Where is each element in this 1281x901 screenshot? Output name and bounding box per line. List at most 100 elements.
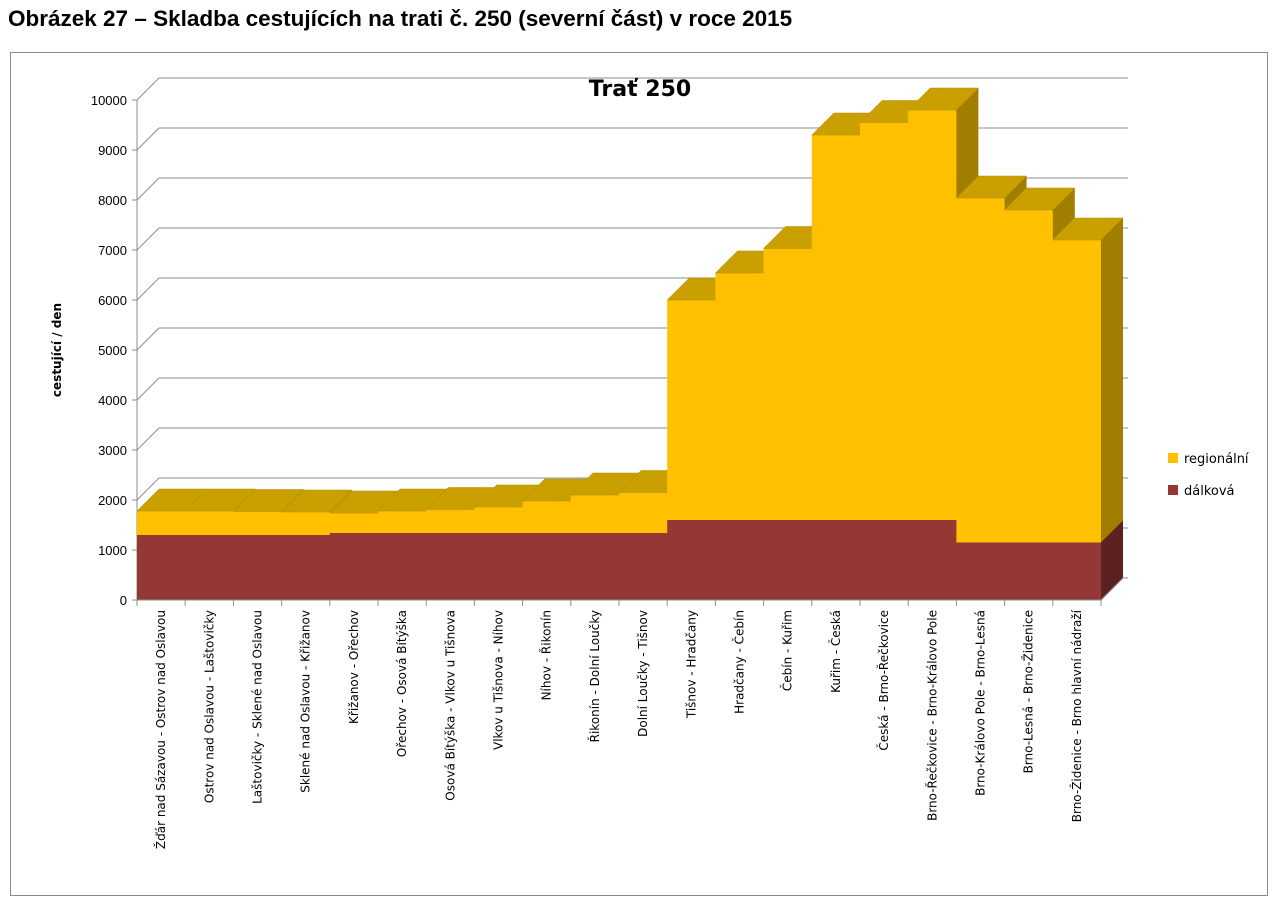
bar-dalkova — [1004, 542, 1054, 600]
bar-regionalni — [474, 507, 524, 533]
y-tick-label: 4000 — [98, 393, 127, 408]
x-tick-label: Čebín - Kuřim — [780, 610, 795, 691]
gridline-side — [136, 127, 160, 151]
y-axis-label: cestující / den — [50, 303, 64, 397]
chart-frame: 0 1000 2000 3000 4000 5000 6000 7000 8000 9000 100… — [10, 52, 1268, 896]
bar-dalkova — [185, 535, 234, 600]
gridline-side — [136, 377, 160, 401]
y-tick-label: 1000 — [98, 543, 127, 558]
y-tick-label: 9000 — [98, 143, 127, 158]
bar-dalkova — [570, 533, 620, 600]
bar-side-face — [1004, 176, 1027, 210]
gridline-side — [136, 177, 160, 201]
x-tick-label: Kuřim - Česká — [828, 610, 843, 693]
bar-regionalni — [763, 248, 813, 520]
bar-regionalni — [570, 495, 620, 533]
legend-swatch — [1168, 485, 1178, 495]
bar-regionalni — [137, 511, 186, 535]
gridline-side — [136, 327, 160, 351]
bar-side-face — [1101, 520, 1123, 600]
bar-dalkova — [667, 520, 716, 600]
bar-dalkova — [811, 520, 861, 600]
bar-regionalni — [908, 110, 957, 520]
x-tick-label: Brno-Židenice - Brno hlavní nádraží — [1069, 609, 1084, 822]
bar-regionalni — [329, 513, 379, 533]
bar-dalkova — [233, 535, 283, 600]
bar-dalkova — [137, 535, 186, 600]
bar-dalkova — [378, 533, 427, 600]
legend: regionální dálková — [1168, 452, 1249, 499]
x-tick-label: Hradčany - Čebín — [732, 610, 747, 714]
x-tick-label: Níhov - Řikonín — [539, 610, 554, 700]
x-tick-label: Osová Bítýška - Vlkov u Tišnova — [443, 610, 457, 801]
bar-regionalni — [715, 273, 765, 520]
x-tick-label: Laštovičky - Sklené nad Oslavou — [251, 610, 265, 804]
x-tick-label: Brno-Lesná - Brno-Židenice — [1021, 610, 1036, 773]
x-tick-label: Tišnov - Hradčany — [684, 610, 698, 719]
y-tick-label: 3000 — [98, 443, 127, 458]
chart-title: Trať 250 — [589, 77, 691, 102]
bar-dalkova — [956, 542, 1006, 600]
bar-side-face — [956, 88, 979, 198]
y-tick-label: 0 — [120, 593, 127, 608]
bar-dalkova — [619, 533, 668, 600]
y-tick-labels: 0 1000 2000 3000 4000 5000 6000 7000 8000 9000 100… — [91, 93, 127, 608]
bar-regionalni — [426, 509, 475, 533]
gridline-side — [136, 477, 160, 501]
bar-dalkova — [474, 533, 524, 600]
bars — [136, 87, 1124, 600]
x-tick-label: Vlkov u Tišnova - Níhov — [492, 610, 506, 750]
gridline-side — [136, 77, 160, 101]
figure-caption: Obrázek 27 – Skladba cestujících na trat… — [8, 6, 793, 31]
y-tick-label: 10000 — [91, 93, 127, 108]
y-tick-label: 5000 — [98, 343, 127, 358]
bar-regionalni — [860, 122, 909, 520]
bar-dalkova — [426, 533, 475, 600]
bar-dalkova — [908, 520, 957, 600]
x-tick-label: Sklené nad Oslavou - Křižanov — [299, 610, 313, 793]
bar-dalkova — [715, 520, 765, 600]
bar-regionalni — [667, 300, 716, 520]
y-tick-label: 8000 — [98, 193, 127, 208]
bar-dalkova — [329, 533, 379, 600]
x-tick-label: Ořechov - Osová Bítýška — [395, 610, 409, 757]
bar-regionalni — [1052, 240, 1102, 543]
bar-side-face — [1101, 218, 1123, 600]
bar-dalkova — [763, 520, 813, 600]
bar-dalkova — [1052, 542, 1102, 600]
gridline-side — [136, 227, 160, 251]
x-tick-label: Křižanov - Ořechov — [347, 610, 361, 724]
gridline-side — [136, 427, 160, 451]
bar-dalkova — [522, 533, 572, 600]
floor — [136, 577, 1124, 606]
bar-regionalni — [619, 492, 668, 533]
y-tick-label: 7000 — [98, 243, 127, 258]
floor-edge — [1100, 577, 1124, 601]
x-tick-label: Česká - Brno-Řečkovice — [876, 610, 891, 751]
bar-regionalni — [811, 135, 861, 520]
bar-regionalni — [233, 511, 283, 535]
y-tick-label: 6000 — [98, 293, 127, 308]
bar-regionalni — [522, 501, 572, 533]
legend-swatch — [1168, 453, 1178, 463]
x-tick-label: Řikonín - Dolní Loučky — [587, 610, 602, 742]
bar-regionalni — [185, 511, 234, 535]
legend-label: regionální — [1184, 452, 1249, 467]
bar-regionalni — [956, 198, 1006, 543]
x-tick-label: Brno-Královo Pole - Brno-Lesná — [974, 610, 988, 796]
chart-svg: 0 1000 2000 3000 4000 5000 6000 7000 8000 9000 100… — [50, 77, 1249, 849]
bar-regionalni — [1004, 210, 1054, 543]
bar-regionalni — [378, 511, 427, 533]
bar-dalkova — [860, 520, 909, 600]
x-tick-label: Ostrov nad Oslavou - Laštovičky — [202, 610, 216, 803]
x-tick-label: Žďár nad Sázavou - Ostrov nad Oslavou — [153, 610, 168, 849]
x-tick-label: Brno-Řečkovice - Brno-Královo Pole — [924, 610, 939, 821]
bar-dalkova — [281, 535, 331, 600]
x-tick-labels: Žďár nad Sázavou - Ostrov nad Oslavou Ost… — [153, 609, 1084, 849]
bar-regionalni — [281, 512, 331, 535]
x-tick-label: Dolní Loučky - Tišnov — [636, 610, 650, 737]
bar-side-face — [1052, 188, 1075, 240]
legend-label: dálková — [1184, 484, 1235, 499]
gridline-side — [136, 277, 160, 301]
y-tick-label: 2000 — [98, 493, 127, 508]
